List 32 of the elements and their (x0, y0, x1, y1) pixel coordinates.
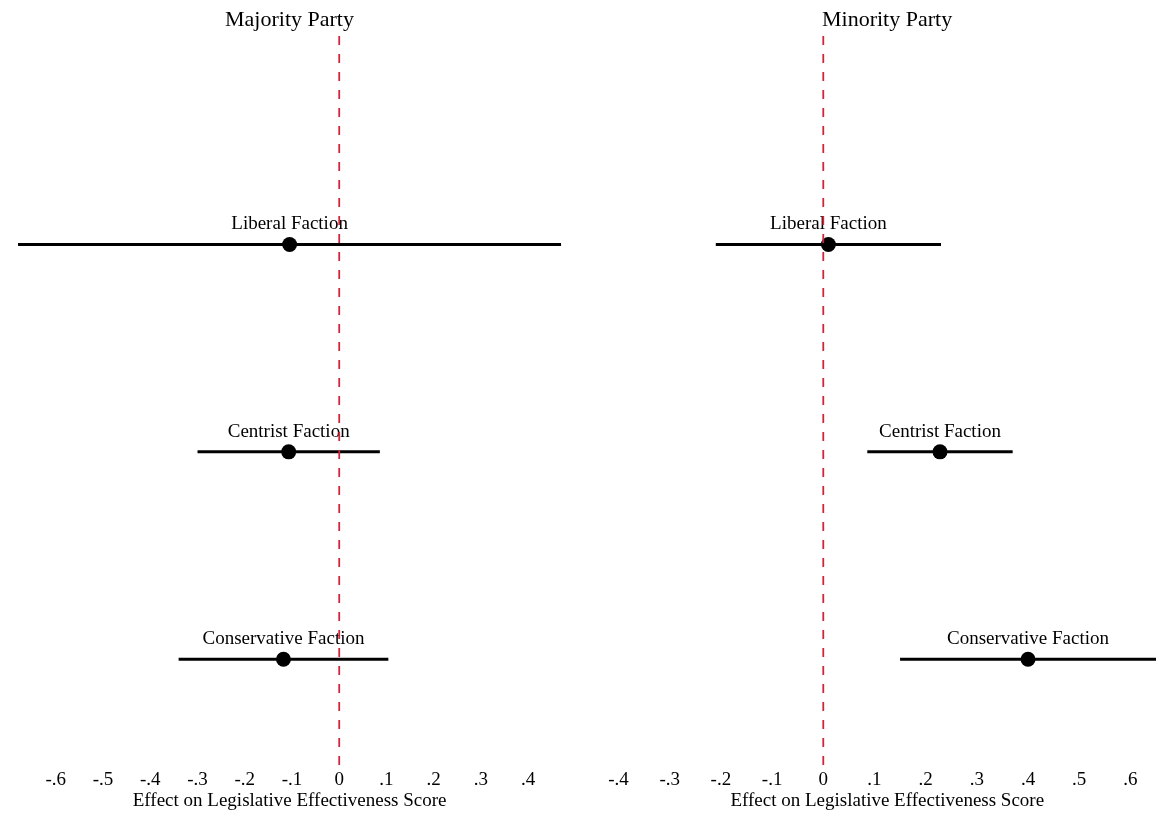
x-tick-label: 0 (818, 768, 829, 789)
x-tick-label: .1 (867, 768, 882, 789)
category-label: Centrist Faction (227, 419, 350, 441)
x-axis-title: Effect on Legislative Effectiveness Score (730, 789, 1045, 810)
x-tick-label: -.5 (92, 768, 114, 789)
category-label: Liberal Faction (770, 212, 887, 234)
x-tick-label: -.2 (234, 768, 256, 789)
x-tick-label: -.1 (761, 768, 783, 789)
x-tick-label: -.1 (281, 768, 303, 789)
category-label: Centrist Faction (879, 419, 1001, 441)
x-tick-label: 0 (334, 768, 344, 789)
chart-title: Minority Party (822, 6, 953, 31)
x-tick-label: .1 (379, 768, 394, 789)
x-tick-label: .2 (918, 768, 933, 789)
x-tick-label: -.2 (710, 768, 732, 789)
x-tick-label: -.4 (139, 768, 162, 789)
category-label: Liberal Faction (231, 212, 348, 234)
x-tick-label: .3 (473, 768, 489, 789)
chart-title: Majority Party (225, 6, 354, 31)
category-label: Conservative Faction (947, 627, 1110, 649)
x-tick-label: -.4 (608, 768, 630, 789)
x-axis-title: Effect on Legislative Effectiveness Score (132, 789, 447, 810)
x-tick-label: .4 (1020, 768, 1036, 789)
x-tick-label: -.3 (659, 768, 681, 789)
x-tick-label: -.3 (187, 768, 208, 789)
x-tick-label: .3 (969, 768, 984, 789)
x-tick-label: .4 (521, 768, 536, 789)
x-tick-label: -.6 (45, 768, 67, 789)
x-tick-label: .2 (426, 768, 441, 789)
x-tick-label: .6 (1123, 768, 1138, 789)
x-tick-label: .5 (1072, 768, 1087, 789)
category-label: Conservative Faction (202, 627, 365, 649)
